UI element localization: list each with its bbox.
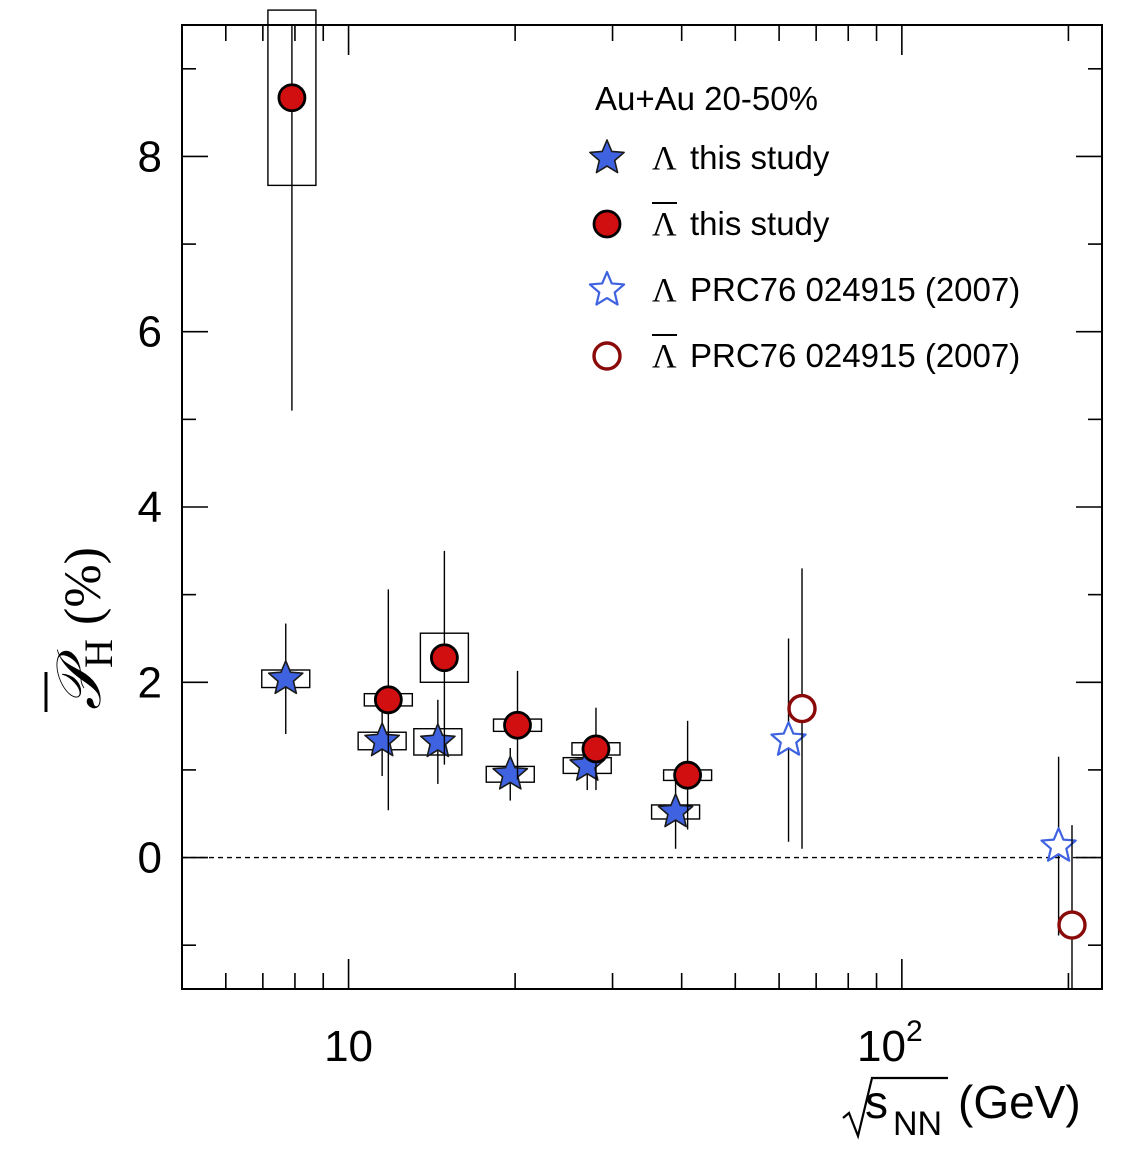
data-point [657,793,694,828]
legend-marker [592,209,622,239]
series-1 [267,9,713,830]
plot-frame [181,24,1103,990]
y-axis-subscript: H [76,639,121,668]
sqrt-sign [842,1076,948,1140]
data-point [503,710,532,740]
legend-header: Au+Au 20-50% [595,80,818,117]
series-3 [787,568,1087,989]
data-point [787,693,817,724]
y-axis-unit: (%) [55,547,112,625]
data-point [492,755,529,790]
legend-label: this study [690,139,830,176]
data-point [429,643,459,673]
axis-ticks: 0 2 4 6 8 10 102 [138,25,1102,1071]
legend-entry: Λ PRC76 024915 (2007) [588,270,1020,309]
x-axis-label: s NN (GeV) [842,1076,1081,1143]
data-points [261,9,1087,989]
x-tick-label: 102 [857,1015,923,1071]
legend-symbol: Λ [652,272,677,309]
series-0 [261,623,701,849]
data-point [673,760,703,790]
data-point [267,659,304,695]
legend-label: PRC76 024915 (2007) [690,337,1020,374]
x-tick-label: 10 [324,1022,373,1071]
plot-border [181,24,1103,990]
legend-label: this study [690,205,830,242]
axis-labels: 𝒫H(%)s NN (GeV) [44,547,1081,1143]
data-point [419,723,456,758]
y-tick-label: 8 [138,132,162,181]
legend-symbol: Λ [652,338,677,375]
legend-symbol: Λ [652,206,677,243]
y-tick-label: 2 [138,658,162,707]
legend-marker [589,139,625,174]
y-axis-label: 𝒫H(%) [44,547,121,712]
data-point [1057,910,1087,940]
data-point [364,722,401,757]
legend-entry: Λ PRC76 024915 (2007) [592,334,1020,375]
legend-marker [592,341,622,371]
y-tick-label: 0 [138,834,162,883]
x-axis-subscript: NN [893,1105,942,1143]
y-tick-label: 4 [138,483,162,532]
x-axis-unit: (GeV) [958,1076,1081,1128]
legend-label: PRC76 024915 (2007) [690,271,1020,308]
data-point [277,83,307,113]
y-tick-label: 6 [138,308,162,357]
data-point [581,734,611,764]
x-axis-symbol: s [865,1076,888,1128]
legend-marker [588,270,626,306]
series-2 [770,638,1077,936]
systematic-box [267,9,317,187]
systematic-box [419,632,470,683]
legend-symbol: Λ [652,140,677,177]
data-point [373,685,403,715]
